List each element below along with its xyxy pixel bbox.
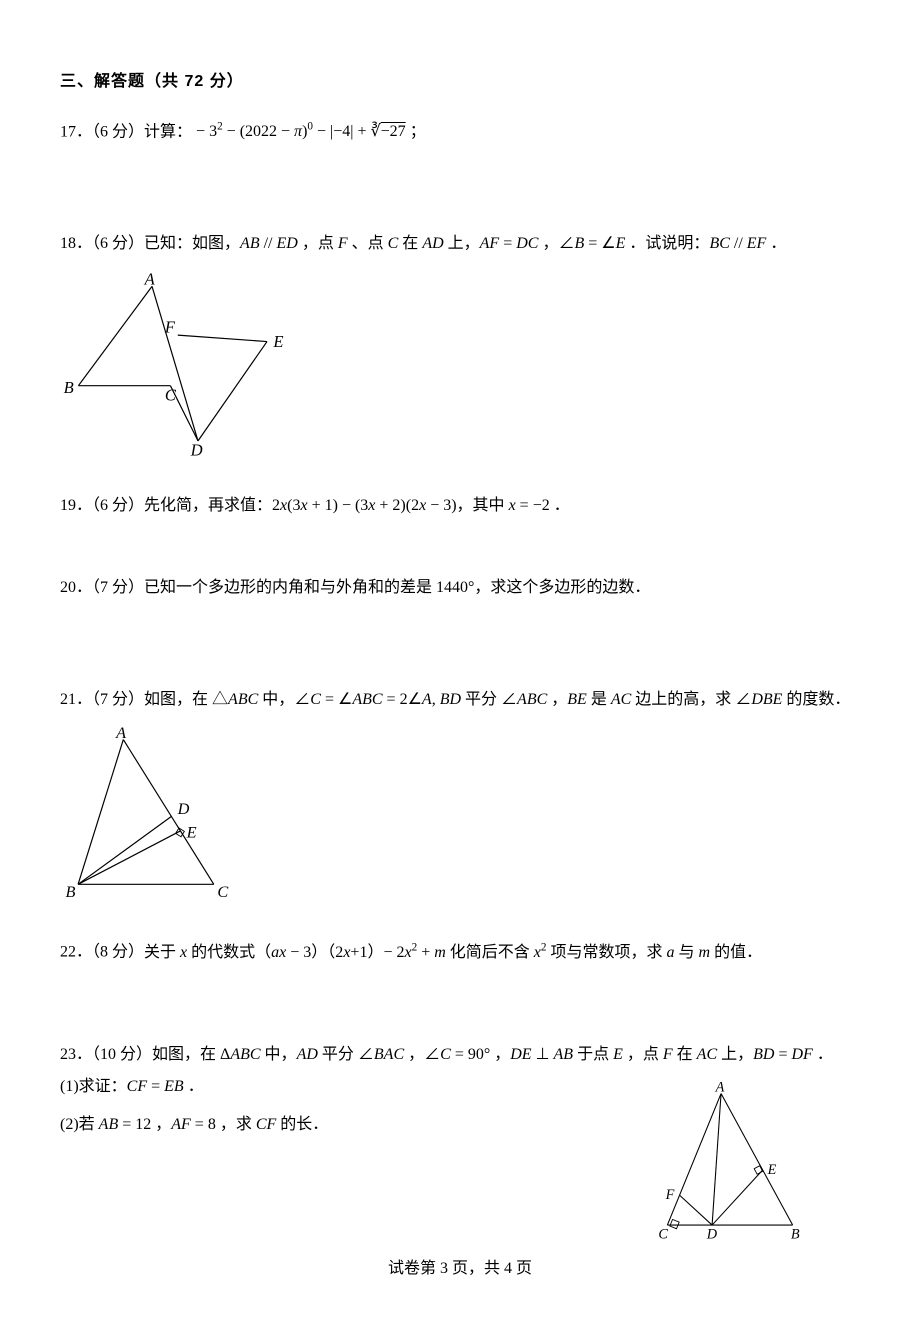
geometry-diagram-21: A B C DE [60, 726, 250, 916]
problem-20: 20．（7 分）已知一个多边形的内角和与外角和的差是 1440°，求这个多边形的… [60, 572, 860, 604]
problem-body: 已知一个多边形的内角和与外角和的差是 1440°，求这个多边形的边数． [144, 579, 650, 596]
svg-text:E: E [767, 1162, 777, 1178]
expression-17: − 32 − (2022 − π)0 − |−4| + ∛−27 ； [196, 123, 426, 140]
problem-lead: 先化简，再求值： [144, 497, 272, 514]
svg-text:A: A [715, 1081, 725, 1096]
problem-points: （8 分） [92, 944, 144, 961]
problem-body: AB // ED ，点 F 、点 C 在 AD 上，AF = DC ，∠B = … [240, 235, 786, 252]
section-title: 三、解答题（共 72 分） [60, 70, 860, 94]
problem-number: 17． [60, 123, 92, 140]
problem-points: （7 分） [92, 691, 144, 708]
svg-text:F: F [164, 318, 176, 337]
problem-22: 22．（8 分）关于 x 的代数式（ax − 3）（2x+1）− 2x2 + m… [60, 936, 860, 968]
document-page: 三、解答题（共 72 分） 17．（6 分）计算： − 32 − (2022 −… [0, 0, 920, 1321]
problem-number: 18． [60, 235, 92, 252]
svg-text:C: C [658, 1226, 668, 1242]
problem-17: 17．（6 分）计算： − 32 − (2022 − π)0 − |−4| + … [60, 116, 860, 148]
problem-number: 22． [60, 944, 92, 961]
problem-points: （10 分） [92, 1046, 152, 1063]
figure-23: A B C D E F [650, 1081, 810, 1251]
geometry-diagram-23: A B C D E F [650, 1081, 810, 1251]
svg-text:A: A [115, 726, 126, 742]
problem-number: 21． [60, 691, 92, 708]
svg-text:B: B [64, 378, 74, 397]
problem-body: 如图，在 △ABC 中，∠C = ∠ABC = 2∠A, BD 平分 ∠ABC … [144, 691, 850, 708]
svg-text:C: C [165, 386, 177, 405]
svg-text:D: D [177, 799, 190, 818]
problem-intro: 如图，在 ΔABC 中，AD 平分 ∠BAC ，∠C = 90° ，DE ⊥ A… [152, 1046, 833, 1063]
subquestion-1: (1)求证：CF = EB ． [60, 1071, 620, 1103]
problem-number: 20． [60, 579, 92, 596]
figure-18: A B C D E F [60, 270, 860, 460]
svg-text:F: F [665, 1187, 675, 1203]
svg-text:D: D [190, 441, 203, 460]
geometry-diagram-18: A B C D E F [60, 270, 290, 460]
svg-text:E: E [272, 332, 283, 351]
problem-points: （6 分） [92, 123, 144, 140]
svg-text:D: D [706, 1226, 718, 1242]
problem-18: 18．（6 分）已知：如图，AB // ED ，点 F 、点 C 在 AD 上，… [60, 228, 860, 460]
svg-text:B: B [65, 882, 75, 901]
subquestion-2: (2)若 AB = 12 ，AF = 8 ，求 CF 的长． [60, 1109, 620, 1141]
problem-points: （6 分） [92, 235, 144, 252]
problem-lead: 已知：如图， [144, 235, 240, 252]
problem-body: 关于 x 的代数式（ax − 3）（2x+1）− 2x2 + m 化简后不含 x… [144, 944, 762, 961]
svg-text:C: C [217, 882, 228, 901]
svg-text:E: E [186, 823, 197, 842]
problem-number: 19． [60, 497, 92, 514]
page-footer: 试卷第 3 页，共 4 页 [0, 1257, 920, 1281]
svg-text:B: B [791, 1226, 800, 1242]
problem-points: （6 分） [92, 497, 144, 514]
problem-21: 21．（7 分）如图，在 △ABC 中，∠C = ∠ABC = 2∠A, BD … [60, 684, 860, 916]
problem-23: 23．（10 分）如图，在 ΔABC 中，AD 平分 ∠BAC ，∠C = 90… [60, 1039, 860, 1251]
svg-text:A: A [144, 270, 156, 289]
figure-21: A B C DE [60, 726, 860, 916]
expression-19: 2x(3x + 1) − (3x + 2)(2x − 3)，其中 x = −2 … [272, 497, 570, 514]
problem-number: 23． [60, 1046, 92, 1063]
problem-points: （7 分） [92, 579, 144, 596]
problem-19: 19．（6 分）先化简，再求值：2x(3x + 1) − (3x + 2)(2x… [60, 490, 860, 522]
problem-lead: 计算： [144, 123, 192, 140]
